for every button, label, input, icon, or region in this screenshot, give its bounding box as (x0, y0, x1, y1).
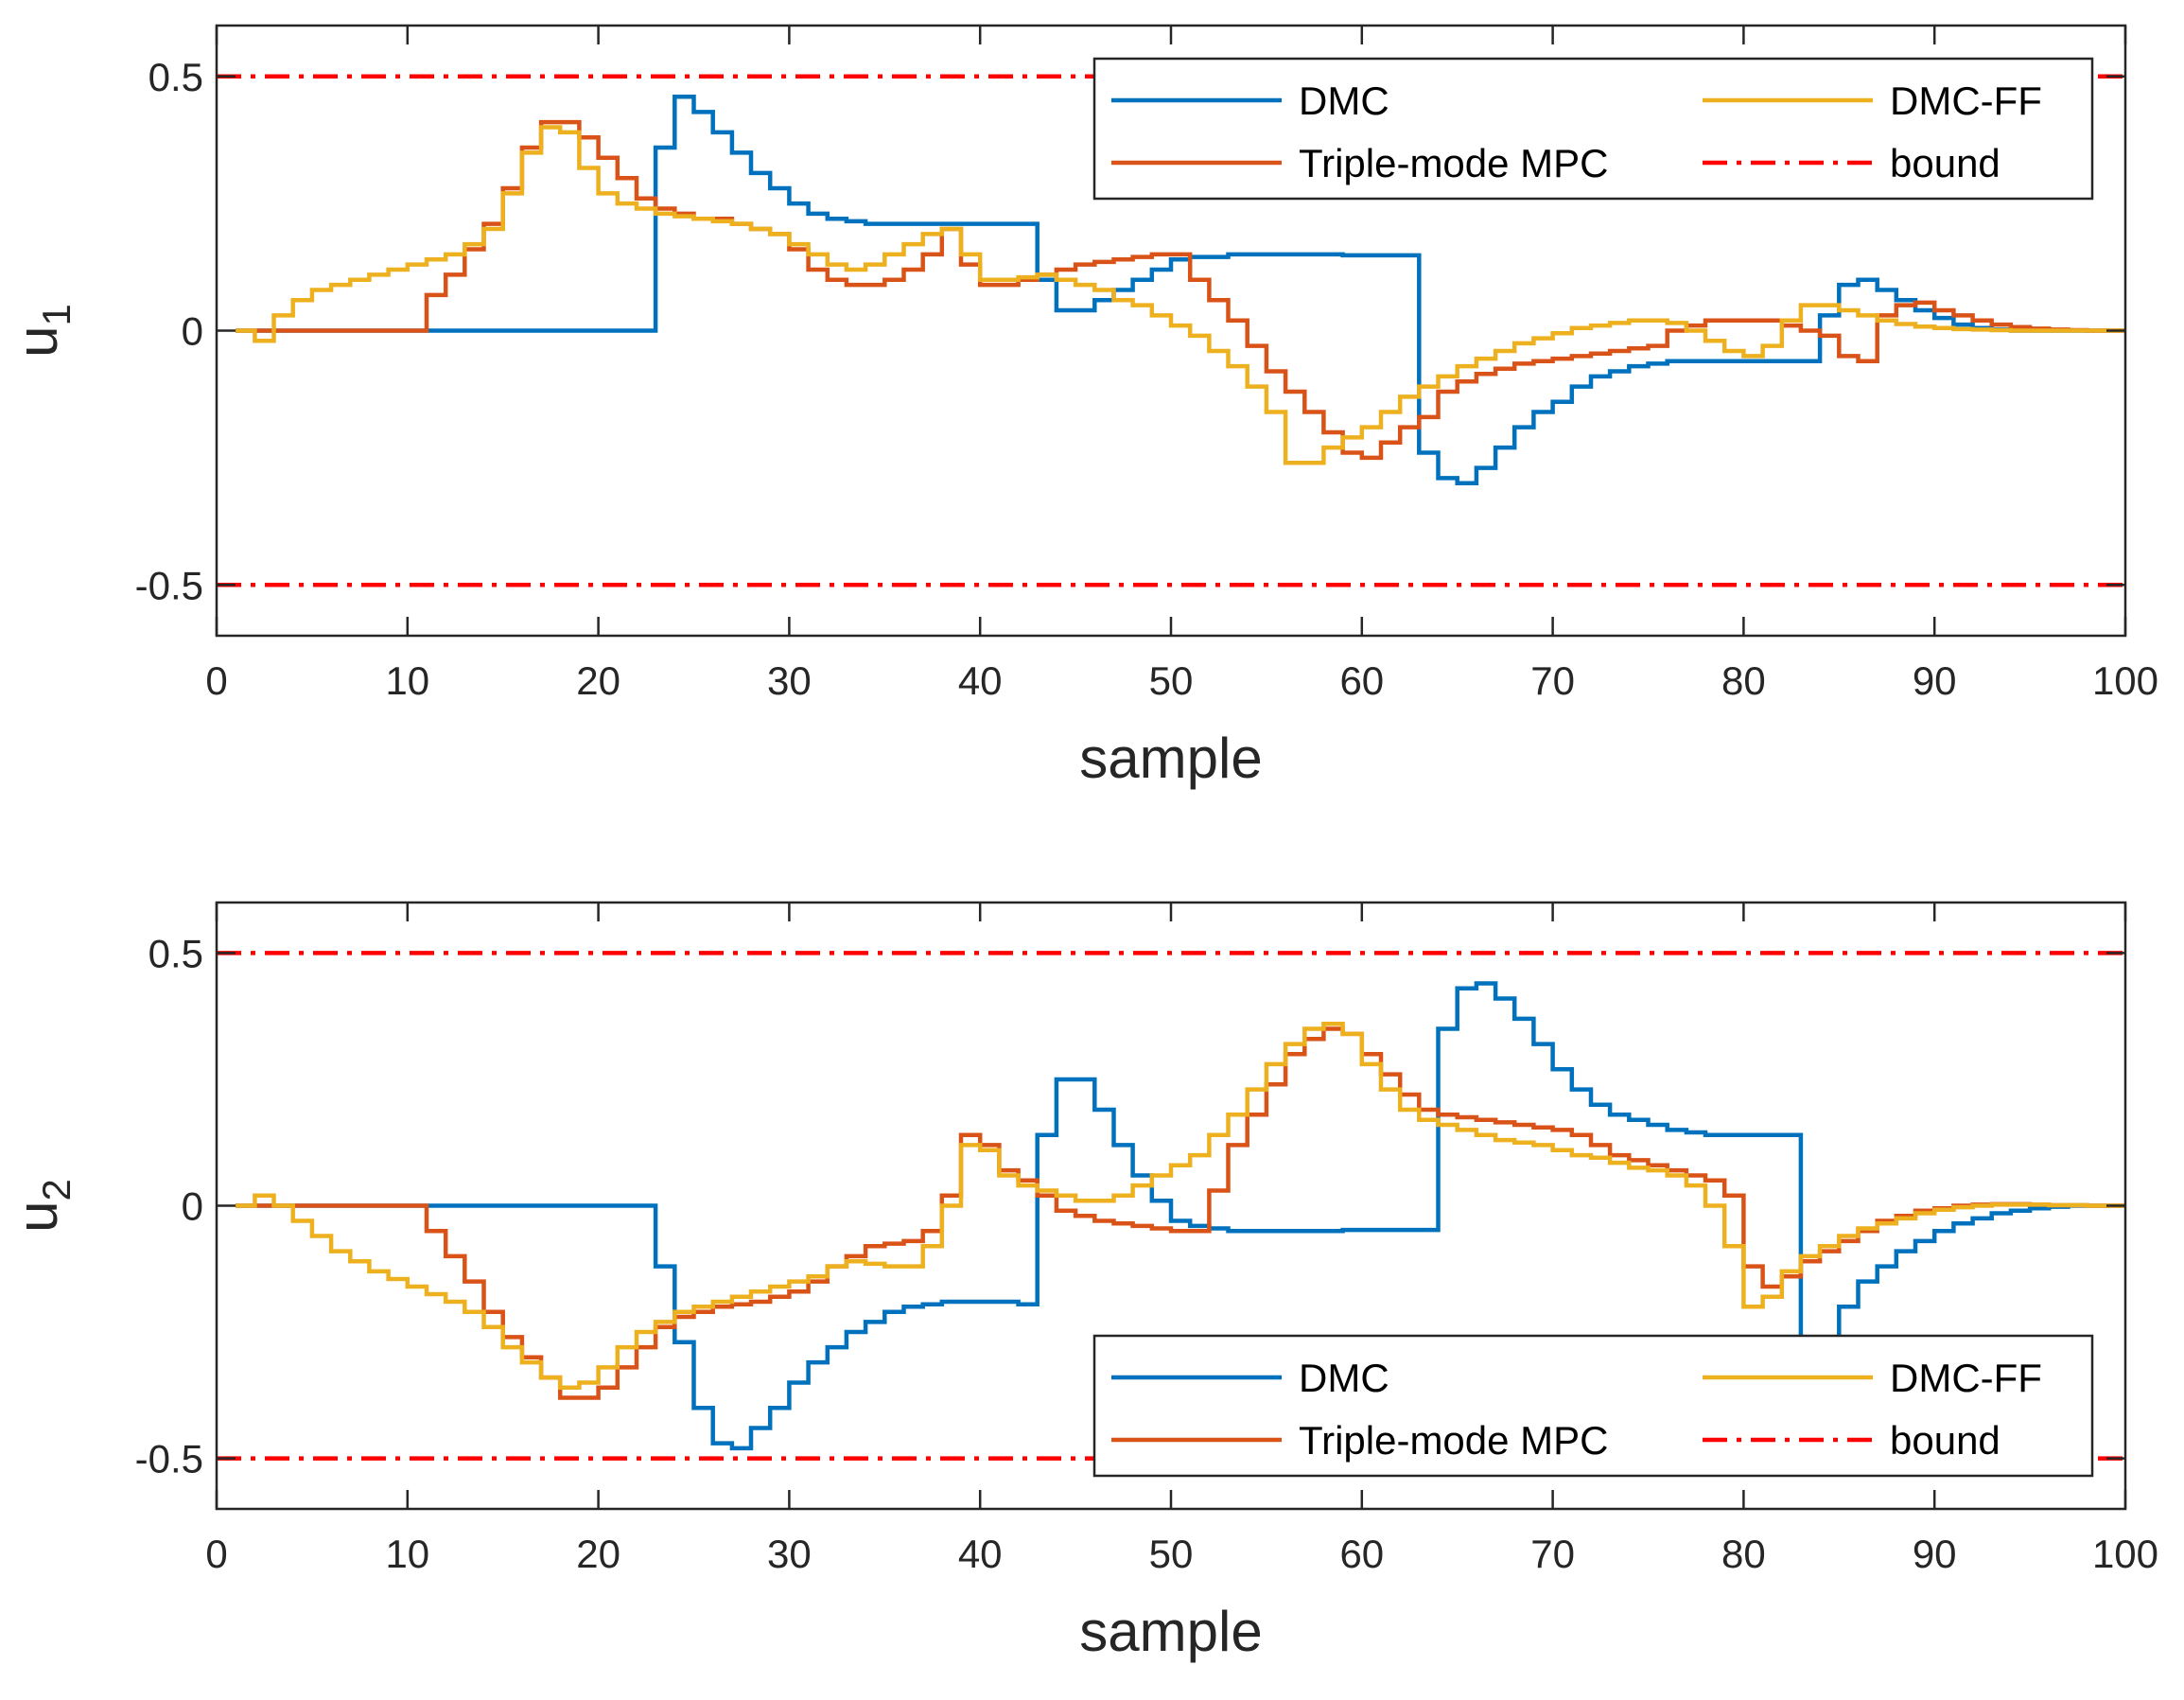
legend-entry: bound (1703, 1418, 2001, 1463)
x-tick-label: 20 (576, 1532, 620, 1576)
legend-entry: DMC-FF (1703, 79, 2042, 123)
legend-label: bound (1890, 1418, 2001, 1463)
series-line-dmc-ff (236, 125, 2125, 465)
x-tick-label: 80 (1721, 1532, 1766, 1576)
legend-label: bound (1890, 141, 2001, 185)
legend-box (1092, 1334, 2094, 1478)
y-tick-label: 0.5 (149, 931, 203, 975)
x-tick-label: 60 (1339, 1532, 1384, 1576)
x-axis-label: sample (1079, 727, 1262, 790)
x-tick-label: 90 (1913, 1532, 1957, 1576)
legend-entry: Triple-mode MPC (1111, 1418, 1609, 1463)
y-tick-label: 0.5 (149, 55, 203, 99)
x-tick-label: 20 (576, 658, 620, 703)
legend-entry: DMC-FF (1703, 1356, 2042, 1400)
legend-entry: DMC (1111, 1356, 1389, 1400)
series-line-dmc-ff (236, 1021, 2125, 1391)
x-tick-label: 100 (2092, 1532, 2158, 1576)
y-tick-label: -0.5 (135, 563, 203, 607)
legend-box (1092, 57, 2094, 201)
x-tick-label: 30 (767, 1532, 812, 1576)
x-tick-label: 90 (1913, 658, 1957, 703)
x-axis-label: sample (1079, 1600, 1262, 1663)
series-layer (217, 951, 2125, 1461)
x-tick-label: 10 (385, 658, 429, 703)
x-tick-label: 60 (1339, 658, 1384, 703)
legend-entry: DMC (1111, 79, 1389, 123)
subplot-u1: 0 10 20 30 40 50 60 70 80 90 100 -0.5 0 0.5 sample u1 DM… (6, 24, 2158, 790)
legend-label: Triple-mode MPC (1299, 141, 1609, 185)
legend-entry: bound (1703, 141, 2001, 185)
x-tick-label: 40 (958, 658, 1003, 703)
x-tick-label: 80 (1721, 658, 1766, 703)
legend-entry: Triple-mode MPC (1111, 141, 1609, 185)
legend: DMC Triple-mode MPC DMC-FF bound (1092, 1334, 2094, 1478)
x-tick-label: 40 (958, 1532, 1003, 1576)
legend-label: DMC-FF (1890, 1356, 2042, 1400)
legend-label: Triple-mode MPC (1299, 1418, 1609, 1463)
legend: DMC Triple-mode MPC DMC-FF bound (1092, 57, 2094, 201)
x-tick-label: 50 (1149, 658, 1194, 703)
legend-label: DMC-FF (1890, 79, 2042, 123)
x-tick-label: 50 (1149, 1532, 1194, 1576)
y-axis-label: u1 (6, 304, 79, 358)
series-line-dmc (236, 95, 2125, 486)
x-tick-label: 70 (1530, 1532, 1575, 1576)
y-tick-label: 0 (182, 1184, 203, 1229)
series-line-dmc (236, 981, 2125, 1451)
x-tick-label: 0 (205, 1532, 227, 1576)
y-axis-label: u2 (6, 1179, 79, 1233)
x-tick-label: 10 (385, 1532, 429, 1576)
x-tick-label: 0 (205, 658, 227, 703)
subplot-u2: 0 10 20 30 40 50 60 70 80 90 100 -0.5 0 0.5 sample u2 DM… (6, 901, 2158, 1663)
legend-label: DMC (1299, 1356, 1389, 1400)
x-tick-label: 100 (2092, 658, 2158, 703)
series-line-triple-mode-mpc (236, 119, 2125, 461)
x-tick-label: 30 (767, 658, 812, 703)
y-tick-label: 0 (182, 309, 203, 354)
y-tick-label: -0.5 (135, 1437, 203, 1481)
x-tick-label: 70 (1530, 658, 1575, 703)
legend-label: DMC (1299, 79, 1389, 123)
